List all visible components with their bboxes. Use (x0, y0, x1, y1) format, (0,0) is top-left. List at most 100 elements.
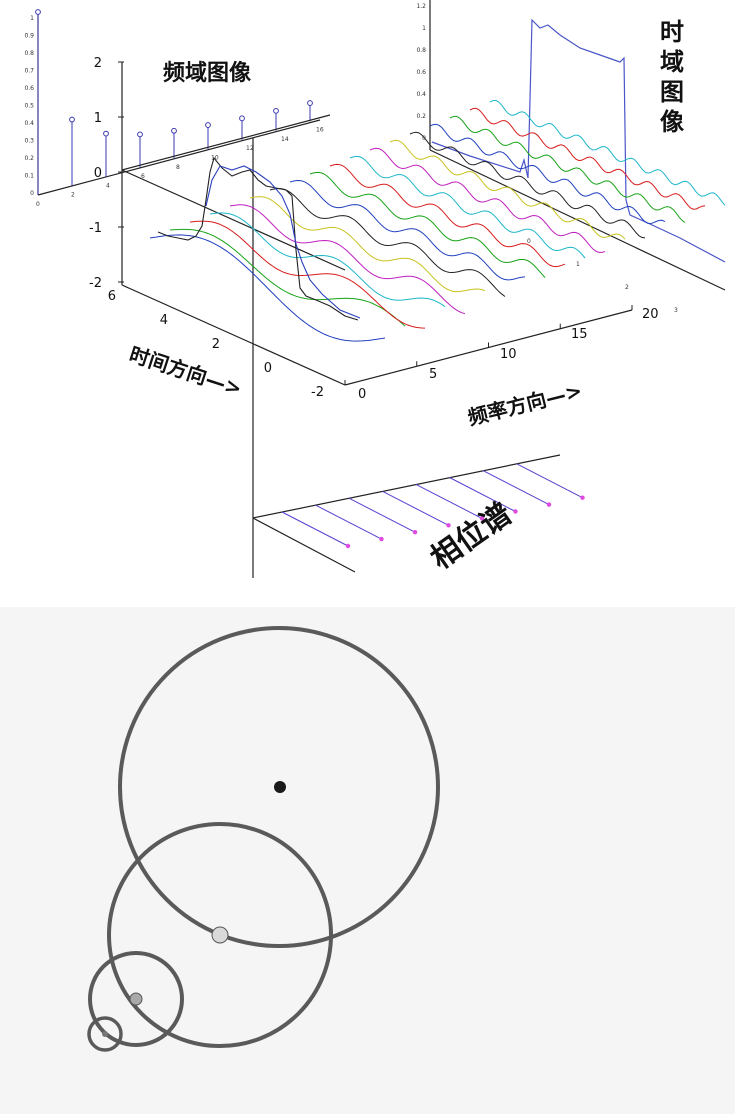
phase-stem-dot (513, 509, 518, 514)
phase-axis-horizontal (252, 454, 561, 519)
spectrum-stem-head (239, 115, 245, 122)
spectrum-x-tick: 6 (141, 173, 145, 180)
spectrum-stem-head (69, 116, 75, 123)
phase-stem (415, 483, 483, 519)
time-y-tick: 1.2 (416, 3, 426, 10)
z-tick-label: -2 (89, 276, 102, 291)
sine-component-line (449, 115, 686, 223)
square-wave-line (431, 18, 726, 263)
spectrum-y-tick: 0.1 (24, 173, 34, 180)
spectrum-stem-head (137, 131, 143, 138)
spectrum-stem-head (103, 130, 109, 137)
spectrum-x-tick: 12 (246, 145, 254, 152)
epicycle-figure (0, 607, 735, 1114)
joint-dot-1 (211, 926, 229, 944)
svg-text:时域图像: 时域图像 (660, 18, 685, 136)
sine-component-line (229, 204, 466, 315)
epicycle-circle-medium (107, 822, 333, 1048)
summed-signal-front (157, 156, 359, 321)
y-ticks: 6 4 2 0 -2 (108, 289, 324, 400)
sine-component-line (409, 131, 646, 239)
epicycle-circle-tiny (87, 1016, 123, 1052)
spectrum-x-tick: 14 (281, 136, 289, 143)
spectrum-x-tick: 2 (71, 192, 75, 199)
spectrum-y-tick: 0.4 (24, 120, 34, 127)
joint-dot-2 (129, 992, 143, 1006)
sine-component-line (469, 107, 706, 210)
joint-dot-3 (102, 1031, 108, 1037)
spectrum-y-tick: 0.2 (24, 155, 34, 162)
phase-stem (315, 504, 382, 540)
spectrum-y-tick: 0.7 (24, 68, 34, 75)
z-tick-label: 0 (94, 166, 102, 181)
spectrum-y-tick: 0 (30, 190, 34, 197)
time-y-tick: 1 (422, 25, 426, 32)
spectrum-y-tick: 0.5 (24, 103, 34, 110)
time-y-ticks: 1.2 1 0.8 0.6 0.4 0.2 0 (416, 3, 426, 142)
sine-component-line (309, 171, 546, 278)
phase-stem (348, 497, 416, 533)
spectrum-stem-head (307, 100, 313, 106)
spectrum-stem-plot: 10.90.80.70.60.50.40.30.20.10 0246810121… (24, 9, 324, 208)
phase-stem-dot (412, 530, 418, 535)
summed-signal-blue (205, 165, 361, 319)
label-time-image: 时域图像 (660, 18, 685, 136)
spectrum-x-tick: 16 (316, 127, 324, 134)
spectrum-x-tick: 4 (106, 182, 110, 189)
label-phase-spectrum: 相位谱 (425, 496, 519, 576)
phase-stem-dot (446, 523, 451, 528)
epicycle-svg (87, 626, 440, 1052)
sine-component-line (369, 147, 606, 253)
z-tick-label: 1 (94, 111, 102, 126)
x-tick-label: 5 (429, 367, 437, 382)
time-x-axis (429, 149, 726, 291)
y-tick-label: -2 (311, 385, 324, 400)
zero-plane-line (121, 169, 346, 271)
time-y-tick: 0.6 (416, 69, 426, 76)
spectrum-x-tick: 10 (211, 155, 219, 162)
phase-stem-dot (345, 543, 351, 549)
spectrum-stem-head (205, 122, 211, 128)
sine-component-line (149, 234, 386, 342)
time-x-tick: 3 (674, 307, 678, 314)
spectrum-x-tick: 0 (36, 201, 40, 208)
phase-spectrum-stems (281, 463, 585, 549)
sine-component-line (329, 163, 566, 268)
z-tick-label: -1 (89, 221, 102, 236)
spectrum-y-tick: 0.9 (24, 33, 34, 40)
epicycle-circle-small (88, 951, 184, 1047)
spectrum-y-ticks: 1 0.9 0.8 0.7 0.6 0.5 0.4 0.3 0.2 0.1 0 (24, 15, 34, 197)
time-x-tick: 1 (576, 261, 580, 268)
label-freq-image: 频域图像 (163, 60, 252, 86)
phase-stem-dot (546, 502, 552, 507)
x-tick-label: 0 (358, 387, 366, 402)
phase-stem (516, 463, 583, 499)
time-x-tick: 0 (527, 238, 531, 245)
time-domain-plot: 1.2 1 0.8 0.6 0.4 0.2 0 0 1 2 3 (416, 0, 726, 314)
y-tick-label: 0 (264, 361, 272, 376)
fourier-3d-figure: 1 0.9 0.8 0.7 0.6 0.5 0.4 0.3 0.2 0.1 0 0 2 4 6 8 10 12 1… (24, 0, 726, 578)
time-x-ticks: 0 1 2 3 (527, 238, 678, 314)
spectrum-y-tick: 0.6 (24, 85, 34, 92)
sine-component-line (269, 187, 506, 297)
phase-stem (482, 470, 550, 506)
sine-component-line (169, 228, 406, 327)
spectrum-y-tick: 1 (30, 15, 34, 22)
label-time-direction: 时间方向—> (126, 342, 244, 401)
spectrum-stems (35, 9, 313, 195)
sine-component-line (249, 196, 486, 293)
spectrum-x-tick: 8 (176, 164, 180, 171)
spectrum-y-tick: 0.3 (24, 138, 34, 145)
time-y-tick: 0.2 (416, 113, 426, 120)
spectrum-stem-head (273, 107, 279, 114)
y-tick-label: 2 (212, 337, 220, 352)
phase-stem-dot (580, 495, 585, 500)
y-tick-label: 6 (108, 289, 116, 304)
label-freq-direction: 频率方向—> (465, 378, 584, 430)
x-tick-label: 20 (642, 307, 659, 322)
time-y-tick: 0 (422, 135, 426, 142)
z-tick-label: 2 (94, 56, 102, 71)
spectrum-stem-head (35, 9, 41, 15)
phase-stem-dot (479, 516, 485, 521)
